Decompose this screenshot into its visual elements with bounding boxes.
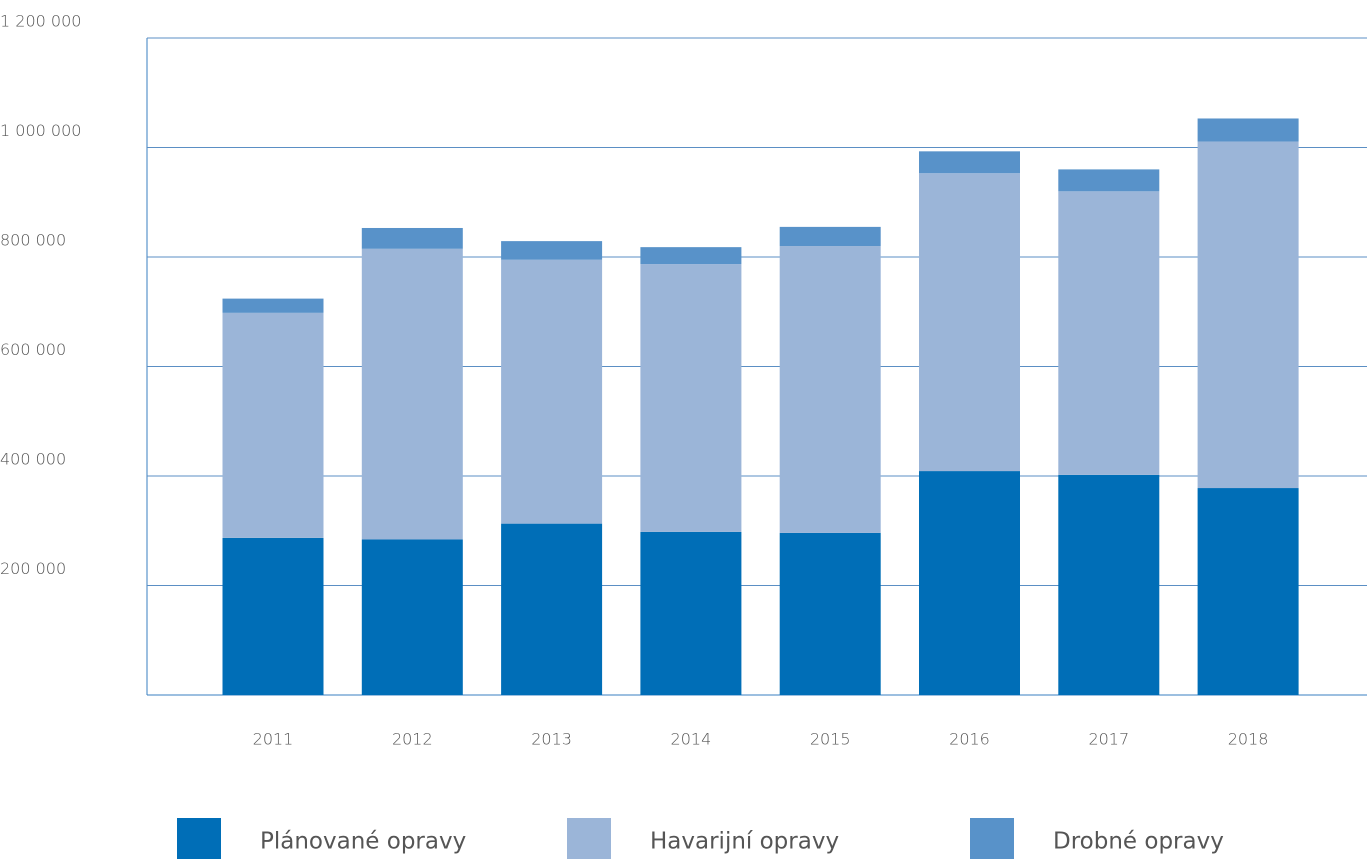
bar-segment	[361, 539, 463, 695]
bar-segment	[361, 248, 463, 540]
bar-segment	[640, 247, 742, 265]
legend-swatch	[970, 818, 1014, 859]
y-tick-label: 200 000	[0, 559, 66, 578]
bar-segment	[222, 537, 324, 695]
bar-segment	[222, 312, 324, 538]
x-tick-label: 2016	[949, 730, 990, 749]
bar-segment	[640, 531, 742, 695]
x-tick-label: 2014	[671, 730, 712, 749]
legend-label: Havarijní opravy	[650, 829, 839, 855]
bar-segment	[779, 532, 881, 695]
bar-segment	[779, 246, 881, 533]
y-tick-label: 600 000	[0, 340, 66, 359]
bar-segment	[919, 173, 1020, 472]
bar-segment	[501, 523, 603, 695]
x-tick-label: 2018	[1228, 730, 1269, 749]
bar-segment	[361, 227, 463, 249]
bar-segment	[501, 241, 603, 260]
bar-segment	[1058, 191, 1160, 475]
legend-swatch	[177, 818, 221, 859]
bar-segment	[779, 226, 881, 247]
x-tick-label: 2017	[1088, 730, 1129, 749]
bar-segment	[1197, 488, 1299, 695]
x-tick-label: 2013	[531, 730, 572, 749]
bar-segment	[1058, 474, 1160, 695]
legend-swatch	[567, 818, 611, 859]
y-tick-label: 1 200 000	[0, 12, 81, 31]
legend-label: Plánované opravy	[260, 829, 466, 855]
bar-segment	[640, 264, 742, 532]
x-tick-label: 2011	[253, 730, 294, 749]
bar-segment	[1197, 141, 1299, 489]
bar-segment	[919, 151, 1020, 174]
y-tick-label: 800 000	[0, 231, 66, 250]
bar-segment	[501, 259, 603, 524]
bar-segment	[1058, 169, 1160, 192]
y-tick-label: 400 000	[0, 450, 66, 469]
legend-label: Drobné opravy	[1053, 829, 1224, 855]
x-tick-label: 2015	[810, 730, 851, 749]
x-tick-label: 2012	[392, 730, 433, 749]
y-tick-label: 1 000 000	[0, 121, 81, 140]
bar-segment	[919, 471, 1020, 695]
bar-segment	[1197, 118, 1299, 142]
bar-segment	[222, 298, 324, 313]
